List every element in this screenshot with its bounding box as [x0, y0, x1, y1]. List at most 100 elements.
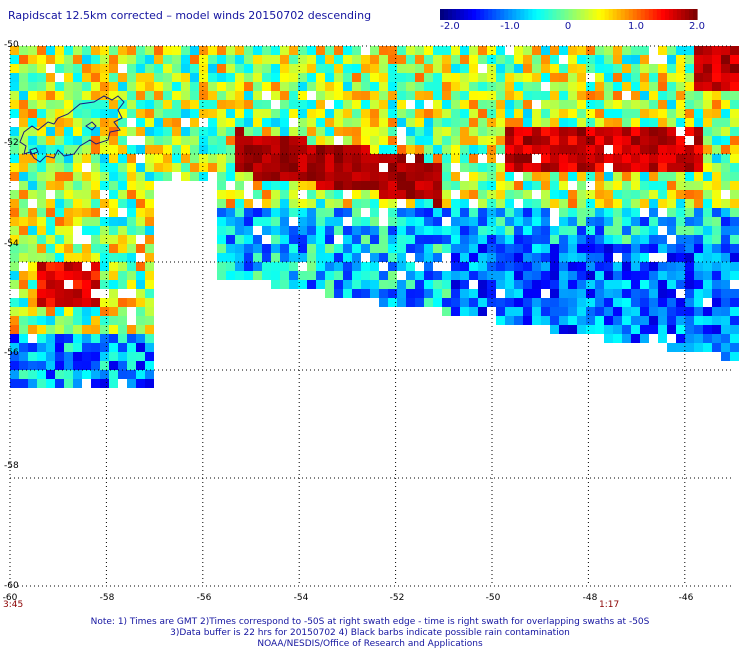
- wind-difference-cell: [73, 181, 82, 190]
- wind-difference-cell: [181, 145, 190, 154]
- wind-difference-cell: [325, 82, 334, 91]
- wind-difference-cell: [613, 163, 622, 172]
- wind-difference-cell: [298, 181, 307, 190]
- wind-difference-cell: [694, 73, 703, 82]
- wind-difference-cell: [10, 334, 19, 343]
- wind-difference-cell: [406, 226, 415, 235]
- wind-difference-cell: [541, 100, 550, 109]
- wind-difference-cell: [10, 352, 19, 361]
- wind-difference-cell: [73, 253, 82, 262]
- wind-difference-cell: [145, 262, 154, 271]
- wind-difference-cell: [289, 145, 298, 154]
- wind-difference-cell: [244, 82, 253, 91]
- wind-difference-cell: [532, 208, 541, 217]
- wind-difference-cell: [577, 73, 586, 82]
- wind-difference-cell: [163, 154, 172, 163]
- wind-difference-cell: [64, 217, 73, 226]
- wind-difference-cell: [91, 46, 100, 55]
- wind-difference-cell: [109, 55, 118, 64]
- colorbar-swatch: [492, 9, 497, 20]
- wind-difference-cell: [550, 154, 559, 163]
- wind-difference-cell: [127, 55, 136, 64]
- wind-difference-cell: [451, 244, 460, 253]
- wind-difference-cell: [631, 190, 640, 199]
- wind-difference-cell: [82, 82, 91, 91]
- wind-difference-cell: [586, 208, 595, 217]
- wind-difference-cell: [190, 136, 199, 145]
- wind-difference-cell: [424, 82, 433, 91]
- wind-difference-cell: [379, 289, 388, 298]
- wind-difference-cell: [496, 244, 505, 253]
- wind-difference-cell: [298, 109, 307, 118]
- wind-difference-cell: [55, 217, 64, 226]
- wind-difference-cell: [271, 280, 280, 289]
- wind-difference-cell: [19, 82, 28, 91]
- wind-difference-cell: [46, 289, 55, 298]
- wind-difference-cell: [622, 307, 631, 316]
- wind-difference-cell: [145, 55, 154, 64]
- wind-difference-cell: [604, 199, 613, 208]
- wind-difference-cell: [514, 316, 523, 325]
- wind-difference-cell: [361, 118, 370, 127]
- wind-difference-cell: [10, 145, 19, 154]
- wind-difference-cell: [676, 298, 685, 307]
- wind-difference-cell: [478, 307, 487, 316]
- wind-difference-cell: [694, 244, 703, 253]
- wind-difference-cell: [10, 208, 19, 217]
- wind-difference-cell: [433, 253, 442, 262]
- wind-difference-cell: [469, 109, 478, 118]
- wind-difference-cell: [127, 199, 136, 208]
- wind-difference-cell: [361, 64, 370, 73]
- wind-difference-cell: [64, 298, 73, 307]
- wind-difference-cell: [352, 181, 361, 190]
- wind-difference-cell: [37, 361, 46, 370]
- wind-difference-cell: [559, 73, 568, 82]
- wind-difference-cell: [109, 145, 118, 154]
- wind-difference-cell: [73, 154, 82, 163]
- wind-difference-cell: [721, 46, 730, 55]
- wind-difference-cell: [694, 127, 703, 136]
- wind-difference-cell: [406, 217, 415, 226]
- wind-difference-cell: [631, 145, 640, 154]
- wind-difference-cell: [136, 100, 145, 109]
- wind-difference-cell: [91, 298, 100, 307]
- wind-difference-cell: [334, 181, 343, 190]
- wind-difference-cell: [370, 136, 379, 145]
- wind-difference-cell: [388, 181, 397, 190]
- wind-difference-cell: [649, 199, 658, 208]
- wind-difference-cell: [298, 208, 307, 217]
- wind-difference-cell: [172, 55, 181, 64]
- colorbar-swatch: [588, 9, 594, 20]
- wind-difference-cell: [253, 136, 262, 145]
- wind-difference-cell: [577, 136, 586, 145]
- wind-difference-cell: [163, 145, 172, 154]
- wind-difference-cell: [136, 55, 145, 64]
- wind-difference-cell: [64, 208, 73, 217]
- wind-difference-cell: [622, 154, 631, 163]
- wind-difference-cell: [244, 208, 253, 217]
- wind-difference-cell: [82, 298, 91, 307]
- wind-difference-cell: [523, 73, 532, 82]
- wind-difference-cell: [208, 145, 217, 154]
- wind-difference-cell: [712, 343, 721, 352]
- wind-difference-cell: [316, 73, 325, 82]
- wind-difference-cell: [730, 325, 739, 334]
- wind-difference-cell: [271, 82, 280, 91]
- wind-difference-cell: [433, 55, 442, 64]
- wind-difference-cell: [469, 46, 478, 55]
- wind-difference-cell: [37, 208, 46, 217]
- wind-difference-cell: [487, 136, 496, 145]
- wind-difference-cell: [208, 154, 217, 163]
- wind-difference-cell: [64, 334, 73, 343]
- wind-difference-cell: [577, 289, 586, 298]
- wind-difference-cell: [64, 307, 73, 316]
- wind-difference-cell: [478, 271, 487, 280]
- wind-difference-cell: [253, 262, 262, 271]
- wind-difference-cell: [145, 208, 154, 217]
- wind-difference-cell: [595, 46, 604, 55]
- wind-difference-cell: [658, 100, 667, 109]
- wind-difference-cell: [235, 154, 244, 163]
- wind-difference-cell: [280, 163, 289, 172]
- wind-difference-cell: [676, 55, 685, 64]
- wind-difference-cell: [226, 253, 235, 262]
